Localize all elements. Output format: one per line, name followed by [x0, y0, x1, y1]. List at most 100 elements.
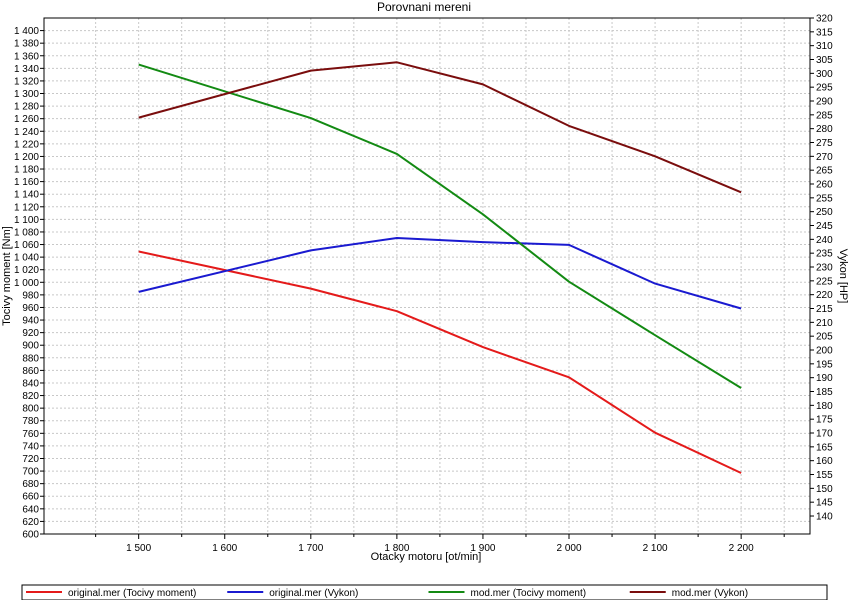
left-y-tick-label: 760	[22, 429, 39, 440]
left-y-tick-label: 960	[22, 303, 39, 314]
right-y-tick-label: 175	[816, 415, 833, 426]
right-y-tick-label: 315	[816, 27, 833, 38]
right-y-tick-label: 185	[816, 387, 833, 398]
series-line-2	[138, 237, 742, 310]
left-y-tick-label: 1 280	[14, 102, 39, 113]
legend-entry: original.mer (Vykon)	[269, 588, 358, 599]
left-y-tick-label: 1 080	[14, 227, 39, 238]
right-y-tick-label: 215	[816, 304, 833, 315]
right-y-tick-label: 190	[816, 373, 833, 384]
right-y-tick-label: 150	[816, 484, 833, 495]
legend-entry: mod.mer (Vykon)	[672, 588, 748, 599]
legend: original.mer (Tocivy moment) original.mer…	[21, 584, 828, 600]
series-layer	[138, 61, 742, 474]
grid	[44, 18, 810, 535]
left-y-tick-label: 820	[22, 391, 39, 402]
right-y-tick-label: 310	[816, 41, 833, 52]
right-y-tick-label: 295	[816, 83, 833, 94]
right-y-tick-label: 155	[816, 470, 833, 481]
left-y-tick-label: 620	[22, 517, 39, 528]
right-y-tick-label: 195	[816, 359, 833, 370]
x-tick-label: 1 900	[470, 543, 495, 554]
left-y-tick-label: 600	[22, 530, 39, 541]
right-y-tick-label: 280	[816, 124, 833, 135]
right-y-tick-label: 250	[816, 207, 833, 218]
right-y-tick-label: 160	[816, 456, 833, 467]
left-y-tick-label: 980	[22, 290, 39, 301]
legend-entry: original.mer (Tocivy moment)	[68, 588, 196, 599]
left-y-tick-label: 1 120	[14, 202, 39, 213]
x-axis-label: Otacky motoru [ot/min]	[371, 551, 482, 563]
series-line-4	[138, 61, 742, 194]
left-y-tick-label: 840	[22, 378, 39, 389]
legend-entry: mod.mer (Tocivy moment)	[471, 588, 587, 599]
x-tick-label: 2 200	[729, 543, 754, 554]
left-y-tick-label: 1 200	[14, 152, 39, 163]
x-tick-label: 1 500	[126, 543, 151, 554]
left-y-tick-label: 640	[22, 504, 39, 515]
right-y-tick-label: 265	[816, 166, 833, 177]
right-y-tick-label: 230	[816, 263, 833, 274]
right-y-tick-label: 270	[816, 152, 833, 163]
right-y-tick-label: 260	[816, 180, 833, 191]
left-y-axis: 6006206406606807007207407607808008208408…	[14, 26, 44, 541]
legend-frame	[21, 584, 828, 600]
right-y-tick-label: 245	[816, 221, 833, 232]
x-tick-label: 1 600	[212, 543, 237, 554]
series-line-3	[138, 63, 742, 389]
right-y-tick-label: 210	[816, 318, 833, 329]
right-y-tick-label: 140	[816, 512, 833, 523]
left-y-tick-label: 1 380	[14, 39, 39, 50]
left-y-tick-label: 1 180	[14, 165, 39, 176]
left-y-tick-label: 1 300	[14, 89, 39, 100]
right-y-tick-label: 200	[816, 346, 833, 357]
right-y-tick-label: 220	[816, 290, 833, 301]
left-y-tick-label: 1 260	[14, 114, 39, 125]
right-y-tick-label: 305	[816, 55, 833, 66]
x-tick-label: 1 700	[298, 543, 323, 554]
left-y-tick-label: 920	[22, 328, 39, 339]
right-y-tick-label: 290	[816, 97, 833, 108]
left-y-tick-label: 860	[22, 366, 39, 377]
right-y-axis-label: Vykon [HP]	[837, 249, 849, 304]
right-y-tick-label: 145	[816, 498, 833, 509]
x-axis: 1 500 1 600 1 700 1 800 1 900 2 000 2 100 2 200	[95, 534, 785, 554]
left-y-tick-label: 900	[22, 341, 39, 352]
left-y-tick-label: 940	[22, 316, 39, 327]
left-y-tick-label: 1 000	[14, 278, 39, 289]
left-y-tick-label: 1 360	[14, 51, 39, 62]
right-y-tick-label: 165	[816, 442, 833, 453]
x-tick-label: 2 100	[643, 543, 668, 554]
right-y-tick-label: 170	[816, 429, 833, 440]
left-y-tick-label: 1 340	[14, 64, 39, 75]
left-y-tick-label: 720	[22, 454, 39, 465]
left-y-tick-label: 1 020	[14, 265, 39, 276]
left-y-tick-label: 1 160	[14, 177, 39, 188]
left-y-tick-label: 780	[22, 416, 39, 427]
right-y-tick-label: 205	[816, 332, 833, 343]
right-y-tick-label: 180	[816, 401, 833, 412]
x-tick-label: 2 000	[556, 543, 581, 554]
series-line-1	[138, 250, 742, 474]
right-y-tick-label: 235	[816, 249, 833, 260]
left-y-tick-label: 1 240	[14, 127, 39, 138]
left-y-tick-label: 1 040	[14, 253, 39, 264]
left-y-tick-label: 800	[22, 404, 39, 415]
left-y-tick-label: 1 060	[14, 240, 39, 251]
left-y-tick-label: 880	[22, 353, 39, 364]
right-y-tick-label: 255	[816, 193, 833, 204]
left-y-tick-label: 1 220	[14, 139, 39, 150]
right-y-tick-label: 275	[816, 138, 833, 149]
right-y-tick-label: 320	[816, 14, 833, 25]
right-y-axis: 140 145 150 155 160 165 170 175 180 185 190 195 200 2…	[810, 14, 833, 523]
left-y-tick-label: 1 100	[14, 215, 39, 226]
left-y-tick-label: 680	[22, 479, 39, 490]
left-y-tick-label: 660	[22, 492, 39, 503]
right-y-tick-label: 285	[816, 110, 833, 121]
chart-title: Porovnani mereni	[377, 0, 471, 14]
right-y-tick-label: 225	[816, 276, 833, 287]
right-y-tick-label: 240	[816, 235, 833, 246]
left-y-tick-label: 1 140	[14, 190, 39, 201]
plot-frame	[43, 17, 811, 535]
